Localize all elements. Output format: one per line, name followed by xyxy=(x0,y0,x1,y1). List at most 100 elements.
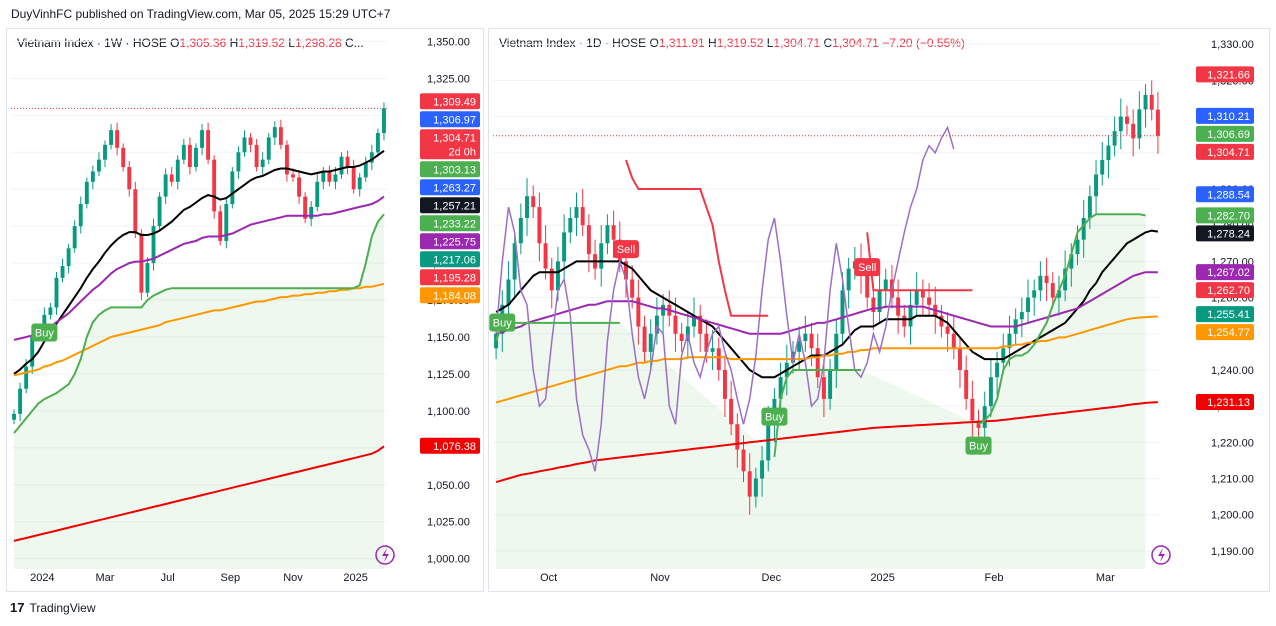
daily-chart-panel[interactable]: Vietnam Index · 1D · HOSE O1,311.91 H1,3… xyxy=(488,28,1270,592)
candle-body xyxy=(865,275,870,298)
candle-body xyxy=(278,127,283,145)
candle-body xyxy=(914,290,919,305)
candle-body xyxy=(103,144,107,160)
candle-body xyxy=(562,232,567,262)
price-badge-label: 1,321.66 xyxy=(1207,69,1250,81)
x-tick-label: Jul xyxy=(161,572,175,584)
y-tick-label: 1,100.00 xyxy=(427,406,470,418)
candle-body xyxy=(303,196,308,219)
candle-body xyxy=(654,315,659,334)
candle-body xyxy=(48,307,53,315)
candle-body xyxy=(568,217,573,233)
price-badge-label: 1,262.70 xyxy=(1207,285,1250,297)
candle-body xyxy=(345,156,350,168)
buy-signal-badge xyxy=(31,323,58,342)
candle-body xyxy=(828,369,833,399)
candle-body xyxy=(127,167,132,190)
candle-body xyxy=(945,326,950,334)
signal-label: Buy xyxy=(493,318,512,330)
candle-body xyxy=(846,268,851,291)
publish-info: DuyVinhFC published on TradingView.com, … xyxy=(11,7,391,21)
candle-body xyxy=(605,225,610,244)
legend-part: −7.20 (−0.55%) xyxy=(882,36,965,50)
candle-body xyxy=(151,226,156,264)
candle-body xyxy=(648,333,653,352)
legend-part: Vietnam Index · 1D · HOSE xyxy=(499,36,650,50)
candle-body xyxy=(537,207,542,244)
lightning-icon xyxy=(375,545,395,565)
buy-signal-badge xyxy=(761,407,788,426)
candle-body xyxy=(248,137,253,145)
price-badge xyxy=(1196,186,1254,203)
candle-body xyxy=(115,130,120,148)
price-badge xyxy=(420,93,480,110)
legend-header: Vietnam Index · 1W · HOSE O1,305.36 H1,3… xyxy=(17,36,364,50)
candle-body xyxy=(518,217,523,244)
candle-body xyxy=(163,174,168,197)
legend-part: 1,311.91 xyxy=(659,36,708,50)
price-badge-label: 1,309.49 xyxy=(433,96,476,108)
x-tick-label: 2025 xyxy=(343,572,367,584)
tradingview-footer[interactable]: 17 TradingView xyxy=(10,600,96,615)
price-badge xyxy=(420,233,480,250)
candle-body xyxy=(327,171,332,182)
weekly-chart-panel[interactable]: Vietnam Index · 1W · HOSE O1,305.36 H1,3… xyxy=(6,28,484,592)
signal-label: Buy xyxy=(35,328,54,340)
candle-body xyxy=(169,174,174,182)
y-tick-label: 1,325.00 xyxy=(427,73,470,85)
y-tick-label: 1,025.00 xyxy=(427,517,470,529)
candle-body xyxy=(494,333,499,349)
legend-part: C... xyxy=(345,36,364,50)
candle-body xyxy=(710,348,715,352)
candle-body xyxy=(512,243,517,280)
series-line-black-ma xyxy=(13,149,385,375)
y-tick-label: 1,125.00 xyxy=(427,369,470,381)
x-tick-label: Mar xyxy=(1096,572,1115,584)
candle-body xyxy=(187,144,192,168)
candle-body xyxy=(642,326,647,352)
price-badge xyxy=(420,197,480,214)
candle-body xyxy=(611,225,616,240)
price-badge xyxy=(420,251,480,268)
candle-body xyxy=(84,181,89,204)
price-badge-label: 1,310.21 xyxy=(1207,111,1250,123)
candle-body xyxy=(284,144,289,175)
price-badge-label: 1,184.08 xyxy=(433,290,476,302)
series-line-red-ma xyxy=(13,445,385,542)
candle-body xyxy=(1155,109,1160,136)
y-tick-label: 1,000.00 xyxy=(427,554,470,566)
candle-body xyxy=(382,108,386,134)
candle-body xyxy=(66,248,71,267)
buy-signal-badge xyxy=(489,313,516,332)
price-badge-label: 1,304.71 xyxy=(1207,147,1250,159)
candle-body xyxy=(139,233,144,293)
legend-part: L xyxy=(288,36,295,50)
candle-body xyxy=(297,177,302,197)
lightning-icon xyxy=(1151,545,1171,565)
price-badge-label: 1,254.77 xyxy=(1207,327,1250,339)
x-tick-label: 2024 xyxy=(30,572,54,584)
daily-chart-svg[interactable]: Vietnam Index · 1D · HOSE O1,311.91 H1,3… xyxy=(489,29,1269,591)
x-tick-label: Sep xyxy=(221,572,241,584)
candle-body xyxy=(902,315,907,327)
price-badge xyxy=(1196,143,1254,160)
candle-body xyxy=(194,147,198,168)
candle-body xyxy=(729,398,734,425)
series-line-red-stop xyxy=(625,159,973,317)
series-line-black-ma xyxy=(495,229,1159,379)
candle-body xyxy=(1075,239,1080,255)
price-badge-label: 1,306.97 xyxy=(433,114,476,126)
candle-body xyxy=(1069,254,1074,269)
candle-body xyxy=(260,159,265,168)
y-tick-label: 1,050.00 xyxy=(427,480,470,492)
candle-body xyxy=(60,266,65,278)
price-badge-label: 1,304.71 xyxy=(433,132,476,144)
candle-body xyxy=(18,388,23,414)
candle-body xyxy=(698,315,703,334)
candle-body xyxy=(357,177,362,190)
series-line-trail-stop xyxy=(13,213,385,434)
candle-body xyxy=(1081,217,1086,240)
candle-body xyxy=(321,171,326,182)
candle-body xyxy=(12,413,16,420)
weekly-chart-svg[interactable]: Vietnam Index · 1W · HOSE O1,305.36 H1,3… xyxy=(7,29,483,591)
